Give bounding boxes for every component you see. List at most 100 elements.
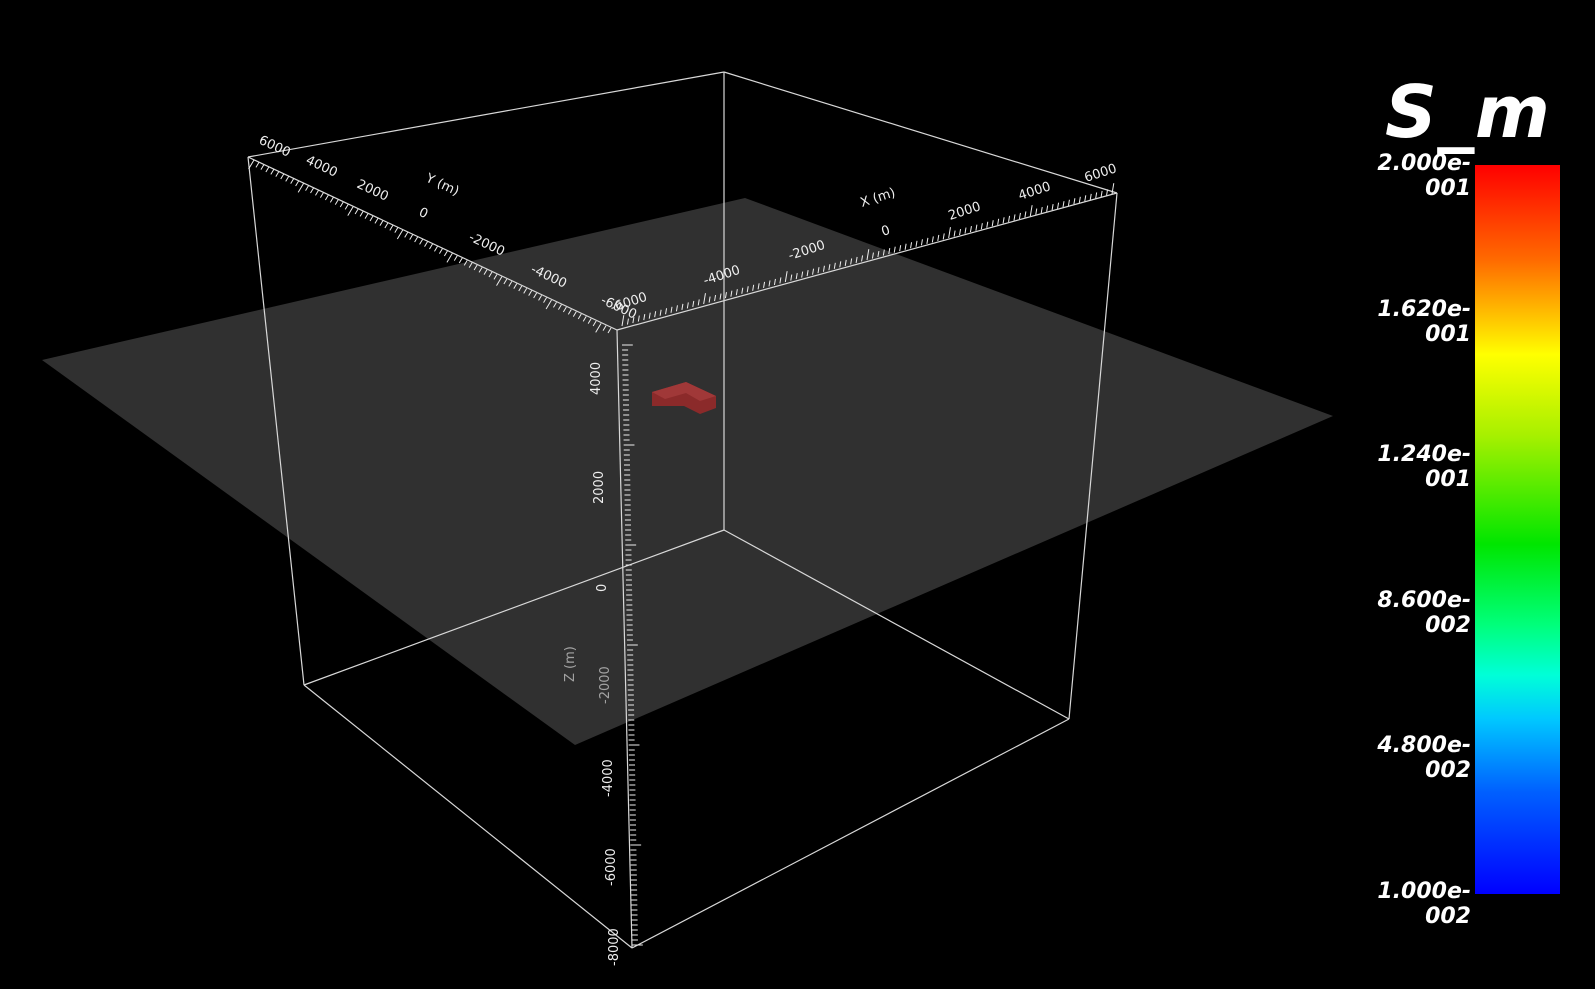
z-tick-label: -6000 — [604, 848, 619, 886]
axis-tick — [528, 290, 533, 296]
axis-tick — [275, 171, 280, 177]
axis-tick — [882, 249, 885, 256]
axis-tick — [359, 211, 364, 217]
axis-tick — [607, 327, 612, 334]
axis-tick — [904, 243, 907, 250]
axis-tick — [255, 162, 260, 168]
axis-tick — [473, 264, 478, 271]
axis-tick — [483, 269, 488, 275]
axis-tick — [1073, 198, 1076, 205]
axis-tick — [1078, 196, 1081, 203]
z-tick-label: -8000 — [607, 928, 622, 966]
axis-tick — [817, 267, 820, 274]
axis-tick — [290, 178, 295, 184]
axis-tick — [602, 325, 607, 331]
legend-tick-label: 1.000e-002 — [1377, 879, 1471, 929]
axis-tick — [626, 318, 629, 325]
axis-tick — [389, 225, 394, 231]
axis-tick — [463, 260, 468, 266]
axis-tick — [582, 316, 587, 322]
axis-tick — [1018, 212, 1021, 220]
axis-tick — [503, 278, 508, 285]
axis-tick — [795, 272, 798, 280]
horizontal-plane — [42, 198, 1333, 745]
axis-tick — [553, 302, 557, 308]
axis-tick — [773, 278, 776, 286]
axis-tick — [735, 289, 738, 296]
axis-tick — [648, 312, 651, 319]
axis-tick — [752, 284, 755, 291]
y-tick-label: 6000 — [256, 133, 292, 161]
axis-tick — [741, 287, 744, 294]
axis-tick — [319, 192, 324, 198]
axis-tick — [458, 257, 463, 264]
axis-tick — [523, 288, 528, 294]
axis-tick — [828, 264, 831, 271]
axis-tick — [434, 246, 438, 252]
color-scale-bar — [1475, 165, 1560, 894]
axis-tick — [714, 294, 717, 302]
axis-tick — [850, 258, 853, 265]
axis-tick — [915, 240, 918, 247]
axis-tick — [763, 281, 766, 288]
axis-tick — [692, 300, 695, 308]
axis-tick — [414, 236, 419, 243]
axis-tick — [719, 293, 722, 300]
axis-tick — [1106, 189, 1109, 196]
axis-tick — [822, 265, 825, 272]
axis-tick — [1002, 217, 1005, 224]
axis-tick — [329, 197, 334, 203]
axis-tick — [496, 276, 503, 286]
axis-tick — [310, 187, 314, 194]
axis-tick — [812, 268, 815, 275]
axis-tick — [893, 246, 896, 253]
axis-tick — [790, 274, 793, 281]
axis-tick — [508, 281, 513, 287]
axis-tick — [942, 233, 945, 240]
y-axis-title: Y (m) — [422, 171, 461, 200]
x-axis-title: X (m) — [859, 185, 898, 210]
axis-tick — [374, 218, 379, 224]
axis-tick — [557, 304, 562, 310]
axis-tick — [757, 283, 760, 290]
axis-tick — [438, 248, 443, 254]
y-tick-label: 4000 — [303, 153, 339, 181]
axis-tick — [659, 309, 662, 316]
axis-tick — [384, 222, 389, 229]
axis-tick — [779, 277, 782, 284]
axis-tick — [297, 183, 305, 193]
axis-tick — [670, 306, 673, 313]
axis-tick — [334, 199, 339, 205]
axis-tick — [703, 293, 706, 305]
axis-tick — [572, 311, 577, 317]
axis-tick — [953, 230, 956, 237]
axis-tick — [926, 237, 929, 244]
axis-tick — [686, 302, 689, 309]
axis-tick — [347, 206, 354, 216]
axis-tick — [577, 313, 582, 320]
axis-tick — [429, 243, 433, 250]
axis-tick — [621, 315, 625, 327]
axis-tick — [1067, 199, 1070, 206]
axis-tick — [315, 190, 319, 196]
axis-tick — [567, 309, 572, 315]
axis-tick — [1046, 205, 1049, 212]
axis-tick — [478, 267, 483, 273]
axis-tick — [1100, 190, 1103, 198]
z-tick-label: 0 — [595, 584, 610, 592]
axis-tick — [969, 226, 972, 233]
axis-tick — [839, 261, 842, 268]
axis-tick — [305, 185, 309, 191]
axis-tick — [1035, 208, 1038, 215]
axis-tick — [396, 229, 404, 240]
axis-tick — [518, 285, 523, 292]
axis-tick — [975, 224, 978, 231]
axis-tick — [948, 227, 951, 239]
axis-tick — [910, 242, 913, 249]
axis-tick — [592, 320, 597, 327]
axis-tick — [784, 271, 788, 283]
axis-tick — [595, 323, 602, 333]
axis-tick — [379, 220, 384, 226]
axis-tick — [980, 223, 983, 230]
